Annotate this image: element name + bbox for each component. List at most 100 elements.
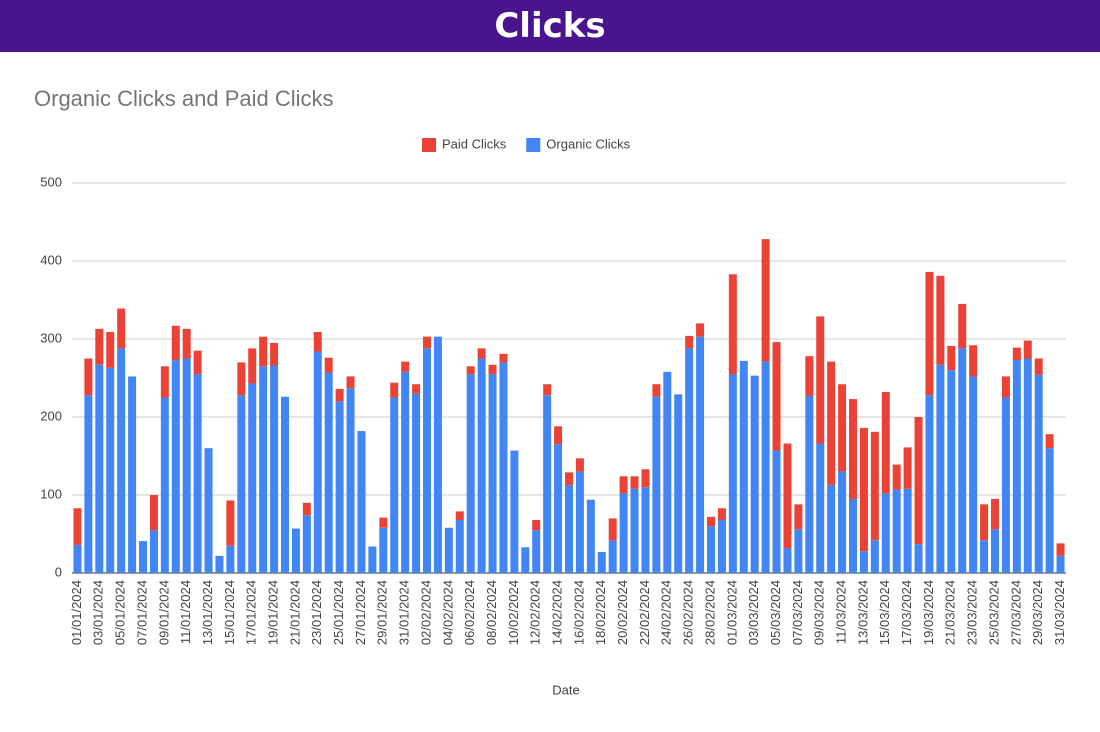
bar-segment [619,476,628,494]
bar-segment [1023,340,1032,359]
x-tick-label: 25/01/2024 [331,580,346,645]
bar-segment [1045,434,1054,449]
bar-segment [892,464,901,490]
y-tick-label: 500 [40,174,62,189]
legend-label: Paid Clicks [442,136,507,151]
x-tick-label: 18/02/2024 [593,580,608,645]
bar-segment [346,376,355,389]
x-tick-label: 27/03/2024 [1008,580,1023,645]
bar-segment [532,519,541,531]
bar-segment [237,395,246,573]
bar-segment [980,540,989,573]
x-tick-label: 29/01/2024 [375,580,390,645]
bar-segment [302,515,311,573]
bar-segment [728,274,737,375]
x-tick-label: 06/02/2024 [462,580,477,645]
bar-segment [73,508,82,545]
x-tick-label: 26/02/2024 [681,580,696,645]
x-tick-label: 10/02/2024 [506,580,521,645]
bar-segment [499,353,508,363]
bar-segment [433,336,442,573]
x-tick-label: 31/01/2024 [397,580,412,645]
bar-segment [783,548,792,573]
bar-segment [859,427,868,552]
x-tick-label: 23/01/2024 [309,580,324,645]
bar-segment [947,370,956,573]
x-tick-label: 09/01/2024 [156,580,171,645]
bar-segment [947,346,956,371]
bar-segment [455,519,464,573]
bar-segment [707,526,715,573]
bar-segment [608,540,617,573]
bar-segment [717,508,726,520]
x-tick-label: 05/01/2024 [113,580,128,645]
bar-segment [204,448,213,573]
bar-segment [106,331,115,368]
x-tick-label: 03/03/2024 [746,580,761,645]
bar-segment [750,375,759,573]
bar-segment [521,547,530,573]
bar-segment [761,361,770,573]
bar-segment [696,336,705,573]
x-tick-label: 11/01/2024 [178,580,193,644]
bar-segment [772,342,781,451]
bar-segment [1023,358,1032,573]
bar-segment [772,450,781,573]
x-tick-label: 19/01/2024 [266,580,281,645]
x-tick-label: 21/01/2024 [287,580,302,645]
bar-segment [739,360,748,573]
bar-segment [554,426,563,445]
bar-segment [444,527,453,573]
bar-segment [182,328,191,359]
bar-segment [423,336,431,349]
bar-segment [674,394,683,573]
bar-segment [827,484,836,573]
bar-segment [794,529,803,573]
bar-segment [193,374,202,573]
bar-segment [805,356,814,396]
bar-segment [1034,358,1043,375]
x-tick-label: 01/03/2024 [724,580,739,645]
bar-segment [980,504,989,541]
legend-label: Organic Clicks [546,136,630,151]
bar-segment [149,495,158,531]
bar-segment [335,401,344,573]
bar-segment [237,362,246,396]
bar-segment [477,348,486,359]
bar-segment [248,348,257,384]
bar-segment [575,471,584,573]
bar-segment [95,328,104,365]
bar-segment [903,488,912,573]
bar-segment [139,541,147,573]
x-tick-label: 28/02/2024 [702,580,717,645]
x-tick-label: 16/02/2024 [571,580,586,645]
x-tick-label: 01/01/2024 [69,580,84,645]
bar-segment [630,488,639,573]
bar-segment [728,374,737,573]
bar-segment [827,361,836,485]
bar-segment [859,551,868,573]
bar-segment [1034,374,1043,573]
x-tick-label: 15/01/2024 [222,580,237,645]
x-tick-label: 08/02/2024 [484,580,499,645]
y-tick-label: 100 [40,486,62,501]
bar-segment [401,361,410,372]
bar-segment [816,443,825,573]
bar-segment [182,358,191,573]
x-tick-label: 17/01/2024 [244,580,259,645]
bar-segment [73,544,82,573]
x-tick-label: 03/01/2024 [91,580,106,645]
bar-segment [259,366,268,573]
x-tick-label: 21/03/2024 [943,580,958,645]
bar-segment [466,366,475,375]
bar-segment [881,493,890,573]
bar-segment [641,469,650,488]
bar-segment [805,395,814,573]
chart-title: Organic Clicks and Paid Clicks [34,86,334,111]
x-tick-label: 07/03/2024 [790,580,805,645]
bar-segment [368,546,377,573]
bar-segment [193,350,202,375]
bar-segment [510,450,519,573]
bar-segment [597,551,606,573]
x-tick-label: 20/02/2024 [615,580,630,645]
